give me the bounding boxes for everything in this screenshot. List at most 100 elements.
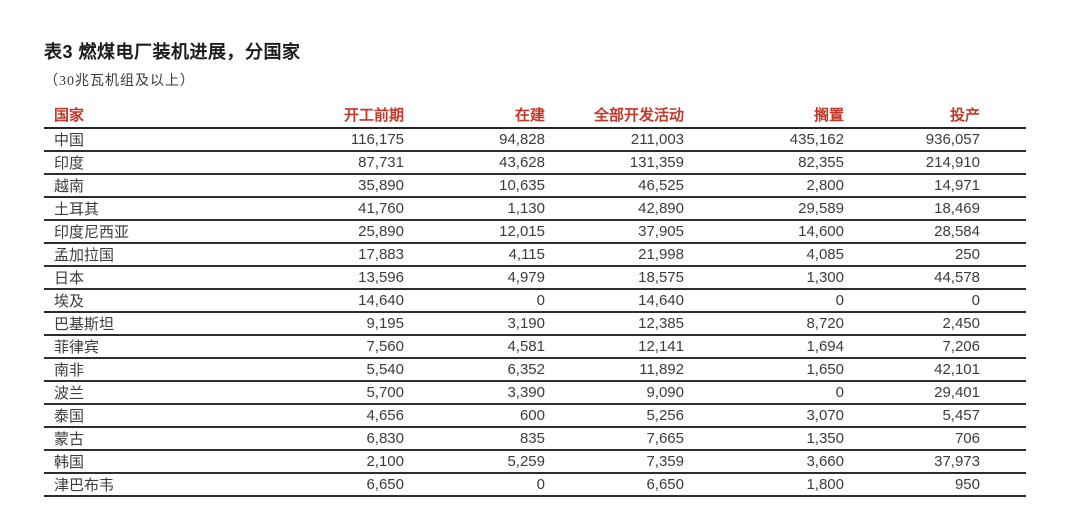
value-cell: 28,584 — [884, 220, 1026, 244]
header-pre-construction: 开工前期 — [344, 101, 444, 129]
value-cell: 11,892 — [585, 358, 724, 382]
country-cell: 中国 — [44, 128, 344, 152]
value-cell: 7,560 — [344, 335, 444, 359]
value-cell: 25,890 — [344, 220, 444, 244]
header-shelved: 搁置 — [724, 101, 884, 129]
value-cell: 18,575 — [585, 266, 724, 290]
value-cell: 12,015 — [444, 220, 585, 244]
table-row: 波兰 5,700 3,390 9,090 0 29,401 — [44, 381, 1026, 405]
value-cell: 1,300 — [724, 266, 884, 290]
value-cell: 10,635 — [444, 174, 585, 198]
value-cell: 5,700 — [344, 381, 444, 405]
country-cell: 韩国 — [44, 450, 344, 474]
value-cell: 18,469 — [884, 197, 1026, 221]
country-cell: 日本 — [44, 266, 344, 290]
value-cell: 4,085 — [724, 243, 884, 267]
value-cell: 42,890 — [585, 197, 724, 221]
value-cell: 2,100 — [344, 450, 444, 474]
value-cell: 2,450 — [884, 312, 1026, 336]
value-cell: 5,540 — [344, 358, 444, 382]
value-cell: 37,973 — [884, 450, 1026, 474]
value-cell: 131,359 — [585, 151, 724, 175]
value-cell: 5,259 — [444, 450, 585, 474]
value-cell: 7,665 — [585, 427, 724, 451]
table-row: 中国 116,175 94,828 211,003 435,162 936,057 — [44, 128, 1026, 152]
value-cell: 0 — [724, 289, 884, 313]
table-row: 印度 87,731 43,628 131,359 82,355 214,910 — [44, 151, 1026, 175]
value-cell: 1,350 — [724, 427, 884, 451]
header-all-development: 全部开发活动 — [585, 101, 724, 129]
value-cell: 8,720 — [724, 312, 884, 336]
value-cell: 600 — [444, 404, 585, 428]
table-row: 巴基斯坦 9,195 3,190 12,385 8,720 2,450 — [44, 312, 1026, 336]
country-cell: 菲律宾 — [44, 335, 344, 359]
value-cell: 2,800 — [724, 174, 884, 198]
value-cell: 4,656 — [344, 404, 444, 428]
country-cell: 津巴布韦 — [44, 473, 344, 497]
value-cell: 12,141 — [585, 335, 724, 359]
country-cell: 泰国 — [44, 404, 344, 428]
value-cell: 29,401 — [884, 381, 1026, 405]
value-cell: 13,596 — [344, 266, 444, 290]
header-row: 国家 开工前期 在建 全部开发活动 搁置 投产 — [44, 101, 1026, 129]
value-cell: 211,003 — [585, 128, 724, 152]
value-cell: 35,890 — [344, 174, 444, 198]
value-cell: 706 — [884, 427, 1026, 451]
table-row: 韩国 2,100 5,259 7,359 3,660 37,973 — [44, 450, 1026, 474]
value-cell: 6,352 — [444, 358, 585, 382]
country-cell: 蒙古 — [44, 427, 344, 451]
value-cell: 936,057 — [884, 128, 1026, 152]
value-cell: 14,971 — [884, 174, 1026, 198]
country-cell: 巴基斯坦 — [44, 312, 344, 336]
value-cell: 29,589 — [724, 197, 884, 221]
value-cell: 835 — [444, 427, 585, 451]
country-cell: 波兰 — [44, 381, 344, 405]
value-cell: 5,256 — [585, 404, 724, 428]
value-cell: 0 — [724, 381, 884, 405]
table-row: 印度尼西亚 25,890 12,015 37,905 14,600 28,584 — [44, 220, 1026, 244]
value-cell: 9,090 — [585, 381, 724, 405]
table-row: 菲律宾 7,560 4,581 12,141 1,694 7,206 — [44, 335, 1026, 359]
table-row: 埃及 14,640 0 14,640 0 0 — [44, 289, 1026, 313]
value-cell: 14,640 — [344, 289, 444, 313]
header-under-construction: 在建 — [444, 101, 585, 129]
value-cell: 3,660 — [724, 450, 884, 474]
country-cell: 孟加拉国 — [44, 243, 344, 267]
value-cell: 21,998 — [585, 243, 724, 267]
value-cell: 1,130 — [444, 197, 585, 221]
value-cell: 44,578 — [884, 266, 1026, 290]
value-cell: 7,206 — [884, 335, 1026, 359]
value-cell: 3,390 — [444, 381, 585, 405]
value-cell: 41,760 — [344, 197, 444, 221]
value-cell: 950 — [884, 473, 1026, 497]
country-cell: 印度尼西亚 — [44, 220, 344, 244]
value-cell: 1,650 — [724, 358, 884, 382]
country-cell: 越南 — [44, 174, 344, 198]
coal-plant-table: 国家 开工前期 在建 全部开发活动 搁置 投产 中国 116,175 94,828 2… — [44, 101, 1026, 497]
value-cell: 250 — [884, 243, 1026, 267]
value-cell: 214,910 — [884, 151, 1026, 175]
table-body: 中国 116,175 94,828 211,003 435,162 936,057 印度 87… — [44, 128, 1026, 497]
header-country: 国家 — [44, 101, 344, 129]
value-cell: 42,101 — [884, 358, 1026, 382]
value-cell: 43,628 — [444, 151, 585, 175]
value-cell: 17,883 — [344, 243, 444, 267]
value-cell: 5,457 — [884, 404, 1026, 428]
value-cell: 37,905 — [585, 220, 724, 244]
table-row: 越南 35,890 10,635 46,525 2,800 14,971 — [44, 174, 1026, 198]
value-cell: 0 — [444, 289, 585, 313]
value-cell: 87,731 — [344, 151, 444, 175]
value-cell: 12,385 — [585, 312, 724, 336]
value-cell: 435,162 — [724, 128, 884, 152]
table-title: 表3 燃煤电厂装机进展，分国家 — [44, 42, 301, 62]
value-cell: 0 — [444, 473, 585, 497]
value-cell: 3,070 — [724, 404, 884, 428]
country-cell: 土耳其 — [44, 197, 344, 221]
value-cell: 7,359 — [585, 450, 724, 474]
value-cell: 0 — [884, 289, 1026, 313]
value-cell: 6,650 — [344, 473, 444, 497]
value-cell: 6,830 — [344, 427, 444, 451]
table-subtitle: （30兆瓦机组及以上） — [44, 74, 195, 89]
value-cell: 82,355 — [724, 151, 884, 175]
